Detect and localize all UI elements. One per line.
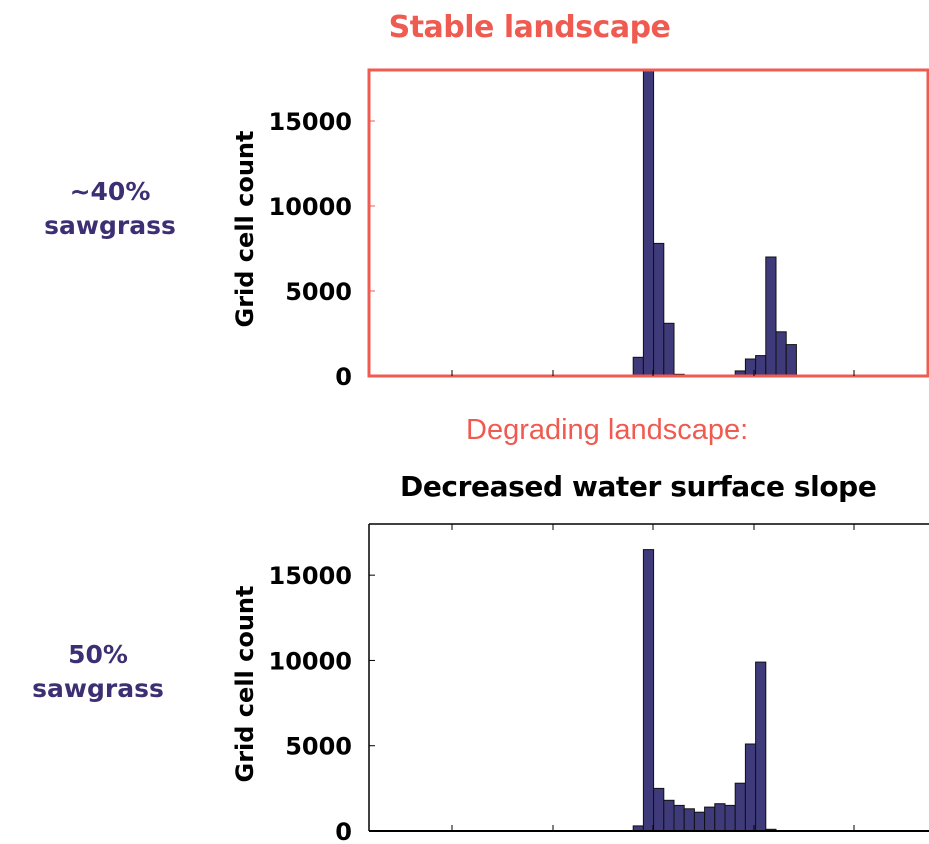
chart-2-bar-7: [704, 806, 716, 832]
chart-2-ytick-label-0: 0: [335, 818, 352, 844]
chart-2-bar-8: [714, 803, 726, 832]
chart-1-frame: [367, 68, 929, 378]
chart-1-title: Stable landscape: [388, 10, 671, 45]
chart-2-subtitle: Decreased water surface slope: [400, 470, 877, 503]
chart-2-bar-11: [744, 743, 757, 832]
chart-2-bar-4: [673, 804, 685, 832]
chart-1-row-label-line2: sawgrass: [44, 210, 176, 240]
chart-1-bar-8: [765, 256, 777, 377]
chart-2-row-label-line2: sawgrass: [32, 673, 164, 703]
chart-1-bar-0: [632, 356, 644, 377]
chart-2-bar-2: [653, 787, 665, 832]
chart-2-bar-1: [642, 549, 655, 832]
chart-1-ytick-label-1: 5000: [285, 278, 352, 306]
chart-1-row-label: ~40% sawgrass: [40, 175, 180, 243]
chart-1-bar-1: [642, 69, 655, 377]
chart-2-bar-12: [755, 661, 767, 832]
chart-2-bar-10: [734, 782, 746, 832]
chart-2-row-label: 50% sawgrass: [28, 638, 168, 706]
chart-2-bar-9: [724, 804, 736, 832]
chart-1-row-label-line1: ~40%: [69, 177, 151, 206]
chart-1-ytick-label-2: 10000: [269, 193, 353, 221]
chart-2-bar-3: [663, 799, 675, 832]
chart-2-bar-5: [683, 808, 695, 832]
chart-1-ytick-label-0: 0: [335, 363, 352, 391]
chart-2-bar-6: [693, 811, 706, 832]
chart-2-ytick-label-2: 10000: [269, 647, 353, 675]
chart-1-bar-9: [775, 331, 787, 377]
chart-2-ytick-label-1: 5000: [285, 733, 352, 761]
chart-2-ytick-label-3: 15000: [269, 562, 353, 590]
chart-2-row-label-line1: 50%: [68, 640, 128, 669]
chart-1-bar-7: [755, 355, 767, 377]
chart-1-bar-3: [663, 322, 675, 377]
chart-1-bar-2: [653, 242, 665, 377]
chart-1-bar-10: [785, 344, 797, 377]
chart-2-title: Degrading landscape:: [466, 414, 749, 446]
chart-1-ytick-label-3: 15000: [269, 108, 353, 136]
